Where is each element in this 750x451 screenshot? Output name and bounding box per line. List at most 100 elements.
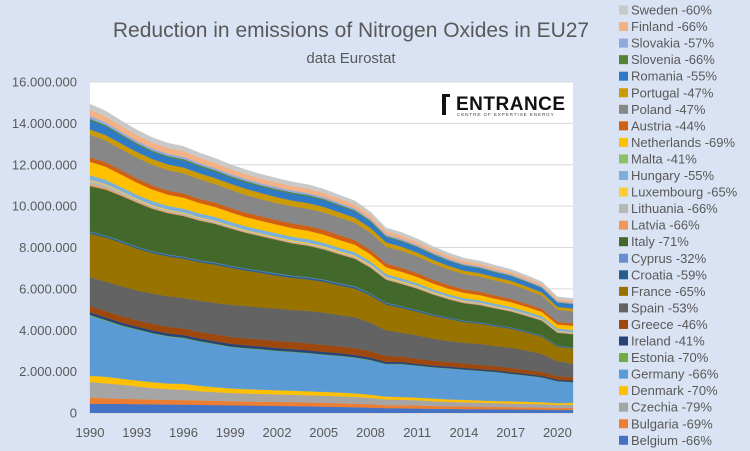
legend-item: Slovakia -57%	[619, 36, 715, 51]
legend-swatch	[619, 336, 628, 346]
legend-label: Belgium -66%	[631, 433, 712, 448]
logo-bracket-top	[442, 94, 450, 97]
legend-label: Malta -41%	[631, 151, 697, 166]
legend-item: Luxembourg -65%	[619, 185, 738, 200]
y-tick-label: 8.000.000	[19, 240, 77, 255]
logo-bracket-bar	[442, 94, 446, 115]
legend-item: Belgium -66%	[619, 433, 712, 448]
legend-item: Estonia -70%	[619, 350, 709, 365]
legend-swatch	[619, 369, 628, 379]
legend-swatch	[619, 154, 628, 164]
y-tick-label: 10.000.000	[12, 199, 77, 214]
legend-label: France -65%	[631, 284, 706, 299]
y-tick-label: 0	[70, 406, 77, 421]
y-tick-label: 16.000.000	[12, 75, 77, 90]
x-tick-label: 1999	[216, 425, 245, 440]
legend-label: Romania -55%	[631, 69, 717, 84]
legend-item: Lithuania -66%	[619, 201, 718, 216]
legend-item: Cyprus -32%	[619, 251, 707, 266]
legend-item: France -65%	[619, 284, 706, 299]
legend-label: Ireland -41%	[631, 334, 705, 349]
legend-item: Sweden -60%	[619, 3, 712, 18]
x-tick-label: 2005	[309, 425, 338, 440]
legend-item: Croatia -59%	[619, 267, 707, 282]
chart-title: Reduction in emissions of Nitrogen Oxide…	[113, 19, 589, 42]
legend-label: Hungary -55%	[631, 168, 715, 183]
legend-swatch	[619, 88, 628, 98]
legend-label: Slovakia -57%	[631, 36, 715, 51]
legend-swatch	[619, 204, 628, 214]
legend-swatch	[619, 220, 628, 230]
x-tick-label: 2011	[403, 425, 431, 440]
legend-item: Spain -53%	[619, 300, 699, 315]
legend-label: Czechia -79%	[631, 400, 712, 415]
legend-item: Czechia -79%	[619, 400, 712, 415]
legend-label: Spain -53%	[631, 300, 699, 315]
legend-item: Finland -66%	[619, 19, 708, 34]
legend-item: Poland -47%	[619, 102, 706, 117]
legend-label: Greece -46%	[631, 317, 708, 332]
legend-item: Greece -46%	[619, 317, 708, 332]
legend-label: Germany -66%	[631, 367, 719, 382]
legend-swatch	[619, 55, 628, 65]
legend-label: Slovenia -66%	[631, 52, 715, 67]
legend-label: Bulgaria -69%	[631, 416, 713, 431]
legend-item: Denmark -70%	[619, 383, 718, 398]
legend-label: Luxembourg -65%	[631, 185, 738, 200]
legend-swatch	[619, 253, 628, 263]
legend-swatch	[619, 22, 628, 32]
x-tick-label: 1993	[122, 425, 151, 440]
x-tick-label: 2020	[543, 425, 572, 440]
legend-swatch	[619, 402, 628, 412]
legend-label: Italy -71%	[631, 234, 689, 249]
legend: Sweden -60%Finland -66% Slovakia -57%Slov…	[619, 3, 738, 448]
x-tick-label: 2014	[449, 425, 478, 440]
legend-swatch	[619, 386, 628, 396]
area-series	[89, 103, 574, 414]
legend-item: Bulgaria -69%	[619, 416, 713, 431]
legend-swatch	[619, 303, 628, 313]
legend-item: Netherlands -69%	[619, 135, 735, 150]
legend-item: Italy -71%	[619, 234, 689, 249]
legend-swatch	[619, 286, 628, 296]
x-tick-label: 1996	[169, 425, 198, 440]
y-tick-label: 14.000.000	[12, 116, 77, 131]
legend-item: Ireland -41%	[619, 334, 705, 349]
chart-subtitle: data Eurostat	[306, 50, 396, 67]
legend-label: Finland -66%	[631, 19, 708, 34]
legend-swatch	[619, 419, 628, 429]
legend-swatch	[619, 71, 628, 81]
logo-brand: ENTRANCE	[456, 94, 566, 115]
x-tick-label: 2017	[496, 425, 525, 440]
legend-item: Malta -41%	[619, 151, 697, 166]
legend-item: Slovenia -66%	[619, 52, 715, 67]
x-tick-label: 2008	[356, 425, 385, 440]
legend-swatch	[619, 319, 628, 329]
y-tick-label: 12.000.000	[12, 157, 77, 172]
x-tick-label: 1990	[76, 425, 105, 440]
legend-swatch	[619, 121, 628, 131]
legend-swatch	[619, 104, 628, 114]
legend-label: Croatia -59%	[631, 267, 707, 282]
y-tick-label: 4.000.000	[19, 323, 77, 338]
legend-swatch	[619, 187, 628, 197]
legend-label: Estonia -70%	[631, 350, 709, 365]
y-axis: 0 2.000.000 4.000.000 6.000.000 8.000.000 10.…	[12, 75, 77, 421]
legend-label: Netherlands -69%	[631, 135, 735, 150]
legend-label: Cyprus -32%	[631, 251, 707, 266]
x-tick-label: 2002	[263, 425, 292, 440]
legend-swatch	[619, 270, 628, 280]
legend-label: Poland -47%	[631, 102, 706, 117]
legend-item: Romania -55%	[619, 69, 717, 84]
legend-swatch	[619, 5, 628, 15]
legend-swatch	[619, 353, 628, 363]
legend-swatch	[619, 171, 628, 180]
legend-label: Portugal -47%	[631, 85, 714, 100]
legend-item: Portugal -47%	[619, 85, 714, 100]
legend-swatch	[619, 137, 628, 147]
legend-item: Germany -66%	[619, 367, 719, 382]
legend-label: Latvia -66%	[631, 218, 700, 233]
y-tick-label: 6.000.000	[19, 281, 77, 296]
legend-label: Lithuania -66%	[631, 201, 718, 216]
